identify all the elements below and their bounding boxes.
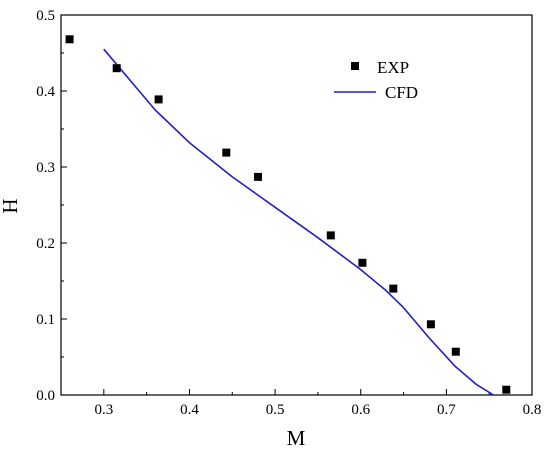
exp-data-point bbox=[222, 148, 231, 157]
legend-label-cfd: CFD bbox=[385, 83, 418, 102]
exp-data-point bbox=[112, 64, 121, 73]
x-tick-label: 0.7 bbox=[437, 402, 456, 418]
y-tick-label: 0.4 bbox=[36, 84, 55, 100]
cfd-series-line bbox=[103, 48, 494, 396]
exp-data-point bbox=[426, 320, 435, 329]
legend-marker-exp bbox=[351, 62, 359, 70]
exp-data-point bbox=[451, 347, 460, 356]
x-axis-title: M bbox=[287, 426, 306, 450]
y-tick-label: 0.3 bbox=[36, 160, 55, 176]
y-tick-label: 0.2 bbox=[36, 236, 55, 252]
exp-data-point bbox=[65, 35, 74, 44]
exp-data-point bbox=[254, 172, 262, 181]
series-layer bbox=[65, 35, 511, 396]
exp-data-point bbox=[154, 95, 163, 104]
x-tick-label: 0.3 bbox=[94, 402, 113, 418]
legend: EXP CFD bbox=[334, 58, 418, 102]
x-tick-label: 0.4 bbox=[180, 402, 199, 418]
x-tick-label: 0.6 bbox=[351, 402, 370, 418]
exp-data-point bbox=[326, 231, 335, 240]
legend-label-exp: EXP bbox=[377, 58, 409, 77]
plot-frame bbox=[60, 14, 533, 396]
axes bbox=[60, 14, 533, 396]
exp-data-point bbox=[389, 284, 398, 293]
x-tick-label: 0.5 bbox=[266, 402, 285, 418]
y-tick-label: 0.0 bbox=[36, 388, 55, 404]
exp-data-point bbox=[502, 385, 511, 394]
x-tick-label: 0.8 bbox=[523, 402, 542, 418]
y-axis-title: H bbox=[0, 198, 22, 213]
y-tick-label: 0.5 bbox=[36, 8, 55, 24]
exp-data-point bbox=[358, 258, 367, 267]
ticks: 0.3 0.4 0.5 0.6 0.7 0.8 0.0 0.1 0.2 0.3 0.4 0.5 bbox=[36, 8, 541, 418]
y-tick-label: 0.1 bbox=[36, 312, 55, 328]
